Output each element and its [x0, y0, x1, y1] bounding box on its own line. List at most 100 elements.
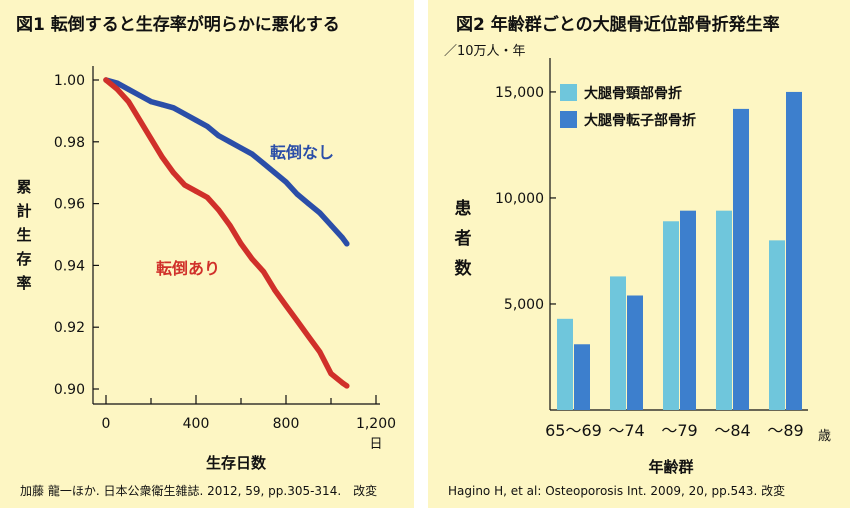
data-point	[227, 139, 233, 145]
data-point	[159, 102, 165, 108]
y-axis-title-char: 計	[16, 202, 31, 220]
fracture-bar-chart: ／10万人・年 5,000 10,000 15,000 65〜69 〜74 〜79 〜84 〜8…	[444, 44, 831, 476]
legend-label: 大腿骨転子部骨折	[584, 112, 696, 129]
y-tick-label: 0.94	[54, 258, 85, 274]
y-tick-label: 15,000	[495, 85, 544, 101]
data-point	[125, 86, 132, 92]
data-point	[114, 86, 120, 92]
data-point	[294, 318, 300, 324]
bar-femoral-neck	[557, 318, 573, 410]
data-point	[137, 117, 143, 123]
y-tick-label: 0.90	[54, 382, 85, 398]
data-point	[344, 241, 350, 247]
x-tick-label: 〜79	[661, 421, 697, 440]
figure2-panel: 図2 年齢群ごとの大腿骨近位部骨折発生率 ／10万人・年 5,000 10,000 1…	[428, 0, 850, 508]
y-axis-title-char: 存	[16, 250, 31, 268]
data-point	[238, 241, 244, 247]
x-tick-label: 1,200	[356, 416, 396, 432]
survival-line-chart: 1.00 0.98 0.96 0.94 0.92 0.90 0 400 800 1,200 日生存日…	[16, 66, 396, 472]
data-point	[182, 182, 188, 188]
data-point	[260, 160, 267, 167]
series-line-fall	[103, 77, 350, 389]
data-point	[159, 154, 165, 160]
data-point	[215, 133, 222, 139]
data-point	[249, 256, 255, 262]
data-point	[272, 170, 278, 176]
x-axis-title: 年齢群	[648, 458, 693, 476]
y-axis-title-char: 患	[455, 199, 472, 219]
data-point	[294, 191, 300, 197]
data-point	[339, 234, 345, 241]
data-point	[204, 123, 210, 129]
y-axis-title-char: 数	[455, 258, 473, 279]
data-point	[317, 210, 323, 216]
x-tick-label: 〜84	[714, 421, 750, 440]
y-axis-title-char: 率	[16, 274, 31, 292]
data-point	[283, 302, 289, 309]
data-point	[238, 145, 244, 151]
data-point	[283, 179, 289, 185]
data-point	[114, 80, 120, 86]
legend-label: 大腿骨頸部骨折	[584, 85, 682, 102]
y-tick-label: 0.98	[54, 135, 85, 151]
bar-trochanteric	[680, 210, 696, 410]
data-point	[272, 287, 278, 293]
data-point	[227, 222, 233, 228]
y-tick-label: 1.00	[54, 73, 85, 89]
data-point	[170, 105, 177, 111]
bar-femoral-neck	[716, 210, 732, 410]
x-tick-label: 800	[273, 416, 300, 432]
data-point	[148, 99, 154, 105]
figure1-title: 図1 転倒すると生存率が明らかに悪化する	[16, 15, 340, 35]
data-point	[328, 370, 334, 377]
data-point	[193, 117, 199, 123]
data-point	[339, 380, 345, 386]
label-fall: 転倒あり	[156, 259, 220, 278]
unit-label: ／10万人・年	[444, 44, 526, 59]
bar-trochanteric	[786, 91, 802, 411]
data-point	[328, 222, 334, 228]
data-point	[344, 383, 350, 389]
figure2-title: 図2 年齢群ごとの大腿骨近位部骨折発生率	[456, 15, 780, 35]
y-tick-label: 0.92	[54, 320, 85, 336]
data-point	[103, 77, 109, 83]
data-point	[170, 170, 177, 176]
y-axis-title-char: 者	[454, 228, 472, 249]
x-tick-label: 400	[183, 416, 210, 432]
data-point	[204, 194, 210, 201]
y-tick-label: 5,000	[504, 297, 544, 313]
legend-swatch	[560, 84, 577, 101]
data-point	[215, 207, 222, 213]
y-tick-label: 10,000	[495, 191, 544, 207]
bar-trochanteric	[733, 108, 749, 410]
y-axis-title-char: 累	[16, 178, 31, 196]
x-unit-label: 日	[369, 437, 382, 452]
x-axis-title: 生存日数	[206, 454, 267, 472]
x-tick-label: 〜89	[767, 421, 803, 440]
x-unit-label: 歳	[818, 429, 831, 444]
data-point	[193, 188, 199, 194]
data-point	[125, 99, 132, 105]
x-tick-label: 65〜69	[545, 421, 602, 440]
data-point	[148, 136, 154, 142]
data-point	[260, 268, 267, 275]
data-point	[137, 92, 143, 99]
figure1-citation: 加藤 龍一ほか. 日本公衆衛生雑誌. 2012, 59, pp.305-314.…	[20, 484, 378, 498]
figure1-panel: 図1 転倒すると生存率が明らかに悪化する 1.00 0.98 0.96 0.94 0.9…	[0, 0, 414, 508]
label-no-fall: 転倒なし	[270, 143, 334, 162]
bar-femoral-neck	[769, 240, 785, 410]
data-point	[182, 111, 188, 117]
figure2-citation: Hagino H, et al: Osteoporosis Int. 2009,…	[448, 484, 786, 498]
bar-trochanteric	[627, 295, 643, 410]
y-axis-title-char: 生	[16, 226, 31, 244]
data-point	[305, 201, 312, 207]
legend-swatch	[560, 111, 577, 128]
bar-femoral-neck	[610, 276, 626, 410]
data-point	[249, 151, 255, 157]
x-tick-label: 0	[102, 416, 111, 432]
bar-trochanteric	[574, 344, 590, 410]
data-point	[317, 349, 323, 355]
y-tick-label: 0.96	[54, 197, 85, 213]
bar-femoral-neck	[663, 221, 679, 410]
x-tick-label: 〜74	[608, 421, 644, 440]
